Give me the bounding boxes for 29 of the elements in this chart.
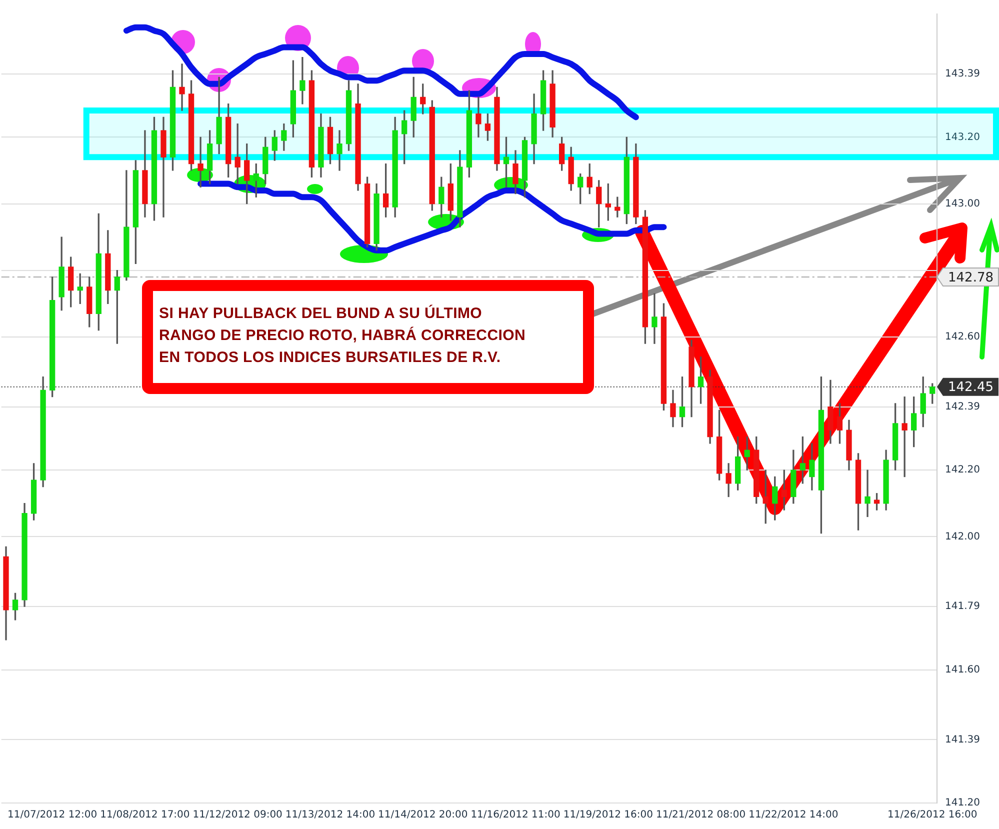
x-tick-label: 11/19/2012 16:00: [563, 810, 653, 821]
y-tick-label: 142.00: [945, 531, 980, 542]
y-tick-label: 143.39: [945, 68, 980, 80]
callout-frame: SI HAY PULLBACK DEL BUND A SU ÚLTIMO RANGO DE PRECIO ROTO, HABRÁ CORRECCION EN TODOS LOS INDICES BURSATILES DE R.V.: [142, 280, 594, 394]
y-tick-label: 141.39: [945, 734, 980, 746]
y-tick-label: 143.20: [945, 132, 980, 143]
y-tick-label: 143.00: [945, 198, 980, 210]
x-tick-label: 11/07/2012 12:00: [8, 810, 98, 821]
y-tick-label: 141.20: [945, 798, 980, 809]
candlestick: [902, 396, 908, 478]
candlestick: [336, 130, 342, 171]
x-tick-label: 11/26/2012 16:00: [888, 810, 978, 821]
y-tick-label: 142.60: [945, 332, 980, 343]
candlestick: [864, 470, 870, 518]
x-tick-label: 11/21/2012 08:00: [656, 810, 746, 821]
candlestick: [652, 293, 658, 344]
y-tick-label: 141.60: [945, 664, 980, 676]
y-tick-label: 142.39: [945, 401, 980, 412]
y-tick-label: 141.79: [945, 601, 980, 612]
ref-line-label: 142.78: [948, 270, 994, 286]
x-tick-label: 11/12/2012 09:00: [192, 810, 282, 821]
x-tick-label: 11/22/2012 14:00: [748, 810, 838, 821]
annotation: SI HAY PULLBACK DEL BUND A SU ÚLTIMO RANGO DE PRECIO ROTO, HABRÁ CORRECCION EN TODOS LOS INDICES BURSATILES DE R.V.: [159, 304, 526, 368]
ref-line-label: 142.45: [948, 380, 994, 396]
y-tick-label: 142.20: [945, 464, 980, 476]
x-tick-label: 11/08/2012 17:00: [100, 810, 190, 821]
x-tick-label: 11/14/2012 20:00: [378, 810, 468, 821]
x-tick-label: 11/13/2012 14:00: [285, 810, 376, 821]
x-tick-label: 11/16/2012 11:00: [470, 810, 560, 821]
